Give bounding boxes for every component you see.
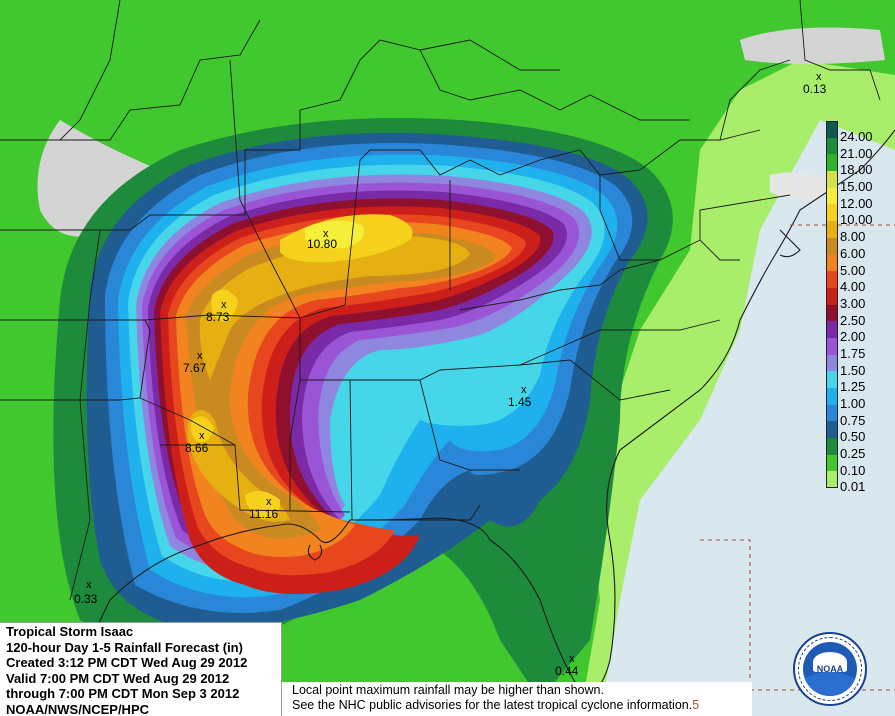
legend-label: 10.00 bbox=[840, 212, 873, 228]
rain-contour-12.00 bbox=[305, 220, 364, 249]
legend-swatch bbox=[826, 454, 838, 472]
legend-label: 1.00 bbox=[840, 396, 866, 411]
disclaimer-line-1: Local point maximum rainfall may be high… bbox=[292, 683, 604, 697]
legend-label: 3.00 bbox=[840, 295, 866, 311]
legend-swatch bbox=[826, 304, 838, 322]
no-rain-area-coast bbox=[770, 172, 830, 201]
disclaimer-box: Local point maximum rainfall may be high… bbox=[282, 682, 752, 716]
max-marker-x: x bbox=[816, 71, 822, 83]
forecast-title: 120-hour Day 1-5 Rainfall Forecast (in) bbox=[6, 639, 243, 655]
legend-label: 5.00 bbox=[840, 262, 866, 278]
legend-swatch bbox=[826, 287, 838, 305]
legend-label: 0.01 bbox=[840, 479, 866, 495]
legend-label: 0.50 bbox=[840, 429, 866, 445]
logo-inner: NOAA bbox=[803, 642, 857, 696]
legend-color-bar bbox=[826, 121, 838, 489]
max-marker-x: x bbox=[221, 299, 227, 311]
legend-swatch bbox=[826, 237, 838, 255]
max-marker-x: x bbox=[323, 228, 329, 240]
max-marker-x: x bbox=[199, 430, 205, 442]
legend-swatch bbox=[826, 471, 838, 489]
boundary-lines bbox=[0, 0, 881, 601]
rain-contour-8.00 bbox=[199, 236, 470, 380]
seagull-icon bbox=[813, 652, 847, 672]
storm-name: Tropical Storm Isaac bbox=[6, 624, 134, 639]
legend-swatch bbox=[826, 221, 838, 238]
no-rain-area-northeast bbox=[740, 27, 885, 65]
max-marker-x: x bbox=[266, 496, 272, 508]
legend-label: 6.00 bbox=[840, 245, 866, 261]
legend-swatch bbox=[826, 438, 838, 455]
legend-swatch bbox=[826, 388, 838, 405]
legend-label: 24.00 bbox=[840, 129, 873, 144]
max-label-8.66: 8.66 bbox=[185, 441, 209, 455]
legend-swatch bbox=[826, 321, 838, 338]
legend-swatch bbox=[826, 337, 838, 355]
legend-label: 4.00 bbox=[840, 279, 866, 295]
max-marker-x: x bbox=[569, 653, 575, 665]
legend-swatch bbox=[826, 371, 838, 388]
rain-contour-10.00-s bbox=[190, 416, 214, 443]
legend-swatch bbox=[826, 137, 838, 155]
legend-swatch bbox=[826, 404, 838, 422]
max-label-0.33: 0.33 bbox=[74, 592, 98, 606]
max-marker-x: x bbox=[86, 579, 92, 591]
legend-label: 21.00 bbox=[840, 145, 873, 161]
disclaimer-suffix: 5 bbox=[692, 697, 700, 712]
legend-label: 0.75 bbox=[840, 412, 866, 428]
max-marker-x: x bbox=[197, 350, 203, 362]
max-label-1.45: 1.45 bbox=[508, 395, 532, 409]
legend-label: 1.50 bbox=[840, 362, 866, 378]
legend-label: 2.00 bbox=[840, 329, 866, 345]
maxima-markers: x 10.80 x 8.73 x 7.67 x 8.66 x 11.16 x 1… bbox=[74, 71, 827, 678]
max-marker-x: x bbox=[521, 384, 527, 396]
legend-label: 15.00 bbox=[840, 179, 873, 195]
max-label-10.80: 10.80 bbox=[307, 237, 337, 251]
legend-label: 1.25 bbox=[840, 379, 866, 395]
legend-swatch bbox=[826, 187, 838, 205]
legend-swatch bbox=[826, 254, 838, 272]
max-label-0.13: 0.13 bbox=[803, 82, 827, 96]
valid-end: through 7:00 PM CDT Mon Sep 3 2012 bbox=[6, 686, 240, 701]
legend-swatch bbox=[826, 354, 838, 372]
legend-labels: 24.00 21.00 18.00 15.00 12.00 10.00 8.00 6.00 5.… bbox=[840, 121, 873, 494]
max-label-0.44: 0.44 bbox=[555, 664, 579, 678]
legend-swatch bbox=[826, 204, 838, 222]
created-time: Created 3:12 PM CDT Wed Aug 29 2012 bbox=[6, 655, 248, 670]
max-label-8.73: 8.73 bbox=[206, 310, 230, 324]
disclaimer-line-2: See the NHC public advisories for the la… bbox=[292, 697, 693, 712]
legend-label: 1.75 bbox=[840, 345, 866, 361]
legend-label: 18.00 bbox=[840, 162, 873, 178]
logo-ring bbox=[798, 637, 862, 701]
legend-label: 8.00 bbox=[840, 229, 866, 245]
legend-label: 0.25 bbox=[840, 446, 866, 462]
rain-contour-10.00-gulf bbox=[245, 491, 281, 518]
legend-swatch bbox=[826, 121, 838, 138]
legend-swatch bbox=[826, 171, 838, 188]
logo-wave bbox=[803, 672, 857, 696]
logo-text: NOAA bbox=[816, 664, 844, 674]
max-label-11.16: 11.16 bbox=[249, 507, 278, 521]
legend-swatch bbox=[826, 154, 838, 172]
legend-swatch bbox=[826, 421, 838, 439]
legend-label: 12.00 bbox=[840, 195, 873, 211]
legend-swatch bbox=[826, 271, 838, 288]
noaa-logo: NOAA bbox=[793, 632, 867, 706]
agency: NOAA/NWS/NCEP/HPC bbox=[6, 701, 150, 716]
rain-contour-6.00 bbox=[186, 232, 496, 539]
legend-label: 0.10 bbox=[840, 462, 866, 478]
rain-contour-10.00-sw bbox=[211, 289, 238, 322]
legend-label: 2.50 bbox=[840, 312, 866, 328]
forecast-info-box: Tropical Storm Isaac 120-hour Day 1-5 Ra… bbox=[0, 622, 282, 716]
no-rain-area-northwest bbox=[37, 120, 160, 237]
max-label-7.67: 7.67 bbox=[183, 361, 207, 375]
valid-start: Valid 7:00 PM CDT Wed Aug 29 2012 bbox=[6, 670, 230, 686]
